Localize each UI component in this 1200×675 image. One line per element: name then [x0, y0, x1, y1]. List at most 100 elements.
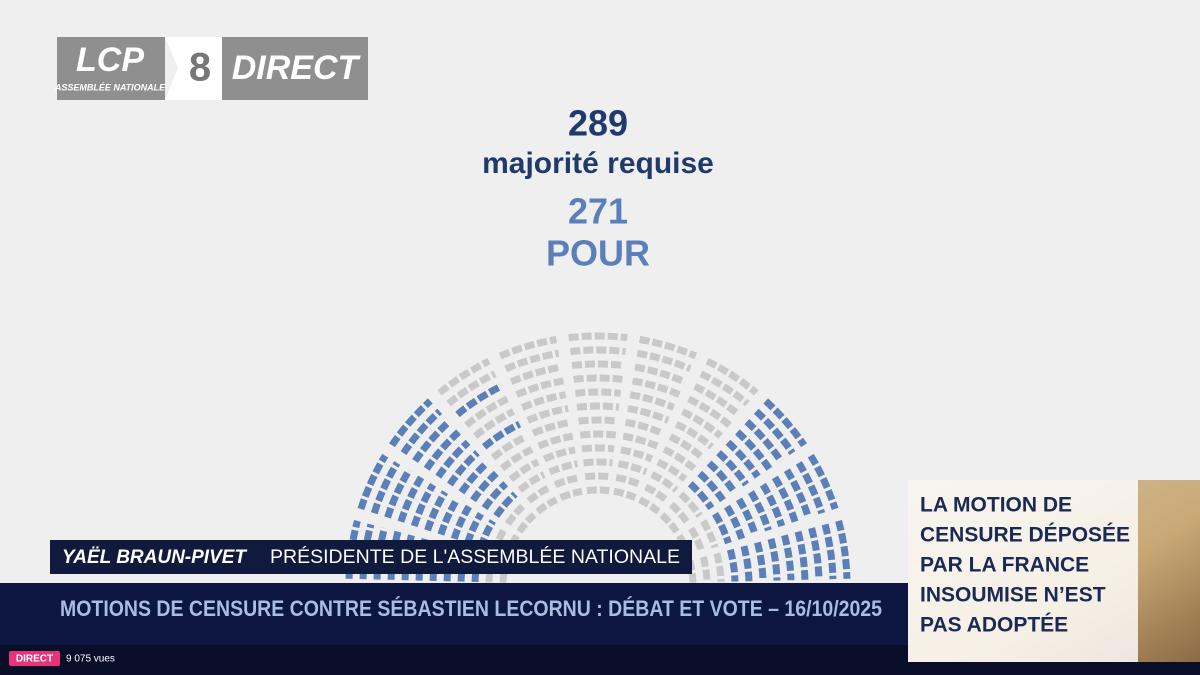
- seat-row: [470, 470, 499, 503]
- seat-row: [526, 483, 552, 504]
- views: 9 075 vues: [66, 654, 115, 665]
- seat-row: [531, 418, 572, 437]
- seat-row: [747, 490, 772, 532]
- seat-row: [542, 446, 576, 463]
- seat-row: [548, 460, 579, 476]
- seat-row: [767, 537, 781, 581]
- required-count: 289: [568, 103, 628, 144]
- seat-row: [584, 472, 612, 481]
- live-text: DIRECT: [16, 654, 53, 665]
- seat-row: [617, 460, 648, 476]
- seat-row: [808, 527, 823, 580]
- seat-row: [674, 420, 715, 450]
- seat-row: [740, 545, 753, 582]
- seat-row: [725, 439, 761, 479]
- seat-row: [613, 487, 637, 501]
- logo-subtitle: ASSEMBLÉE NATIONALE: [54, 82, 166, 92]
- seat-row: [744, 419, 784, 463]
- seat-row: [697, 470, 726, 503]
- seat-row: [807, 453, 839, 510]
- seat-row: [424, 490, 449, 532]
- seat-row: [669, 501, 692, 526]
- seat-row: [705, 358, 759, 396]
- seat-row: [712, 512, 732, 545]
- seat-row: [568, 332, 628, 342]
- seat-row: [735, 497, 759, 536]
- seat-row: [668, 433, 706, 461]
- seat-row: [526, 405, 569, 424]
- logo-channel: 8: [189, 46, 211, 90]
- seat-row: [437, 358, 491, 396]
- seat-row: [384, 468, 413, 519]
- logo-middle: [165, 37, 222, 100]
- seat-row: [410, 482, 437, 528]
- seat-row: [794, 530, 809, 580]
- seat-row: [573, 374, 623, 383]
- seat-row: [629, 391, 676, 411]
- seat-row: [504, 501, 527, 526]
- seat-row: [389, 398, 433, 448]
- seat-row: [771, 475, 799, 523]
- seat-row: [516, 512, 537, 534]
- required-label: majorité requise: [482, 147, 714, 180]
- seat-row: [446, 450, 480, 487]
- seat-row: [455, 383, 503, 418]
- seat-row: [713, 552, 725, 583]
- for-count: 271: [568, 191, 628, 232]
- seat-row: [578, 416, 618, 425]
- seat-row: [504, 349, 560, 373]
- seat-row: [450, 504, 472, 540]
- seat-row: [473, 408, 516, 439]
- seat-row: [688, 526, 706, 553]
- panel-text: LA MOTION DE CENSURE DÉPOSÉE PAR LA FRANCE…: [920, 494, 1130, 637]
- logo-brand: LCP: [76, 41, 144, 79]
- seat-row: [412, 419, 452, 463]
- seat-row: [437, 497, 461, 536]
- seat-row: [726, 548, 739, 582]
- seat-row: [627, 405, 670, 424]
- live-badge: [9, 651, 60, 666]
- speaker-name: YAËL BRAUN-PIVET: [62, 547, 247, 568]
- seat-row: [706, 460, 738, 495]
- seat-row: [508, 458, 540, 482]
- seat-row: [680, 408, 723, 439]
- seat-row: [678, 491, 703, 518]
- seat-row: [615, 474, 643, 488]
- seat-row: [535, 496, 558, 515]
- seat-row: [753, 408, 796, 456]
- seat-row: [835, 519, 851, 579]
- seat-row: [490, 433, 528, 461]
- seat-row: [400, 408, 443, 456]
- seat-row: [783, 468, 812, 519]
- seat-row: [699, 370, 750, 407]
- seat-row: [574, 388, 622, 397]
- logo-left: [57, 37, 165, 100]
- seat-row: [662, 446, 697, 472]
- seat-row: [699, 556, 711, 583]
- seat-row: [458, 460, 490, 495]
- seat-row: [576, 402, 620, 411]
- seat-row: [515, 377, 565, 398]
- seat-row: [579, 430, 617, 439]
- seat-row: [735, 429, 773, 471]
- seat-row: [517, 471, 546, 493]
- panel-line: INSOUMISE N’EST: [920, 584, 1106, 607]
- seat-row: [759, 482, 786, 528]
- logo-right: [222, 37, 368, 100]
- panel-overlay: [908, 480, 1138, 662]
- seat-row: [498, 336, 558, 360]
- panel-line: PAS ADOPTÉE: [920, 614, 1068, 637]
- seat-row: [559, 487, 583, 501]
- seat-row: [821, 523, 837, 580]
- seat-row: [435, 439, 471, 479]
- seat-row: [586, 486, 610, 495]
- seat-row: [569, 346, 627, 356]
- seat-row: [763, 398, 807, 448]
- speaker-bar: [50, 540, 692, 574]
- seat-row: [650, 471, 679, 493]
- seat-row: [716, 450, 750, 487]
- seat-row: [687, 395, 732, 428]
- seat-row: [634, 363, 687, 385]
- seat-row: [754, 541, 767, 582]
